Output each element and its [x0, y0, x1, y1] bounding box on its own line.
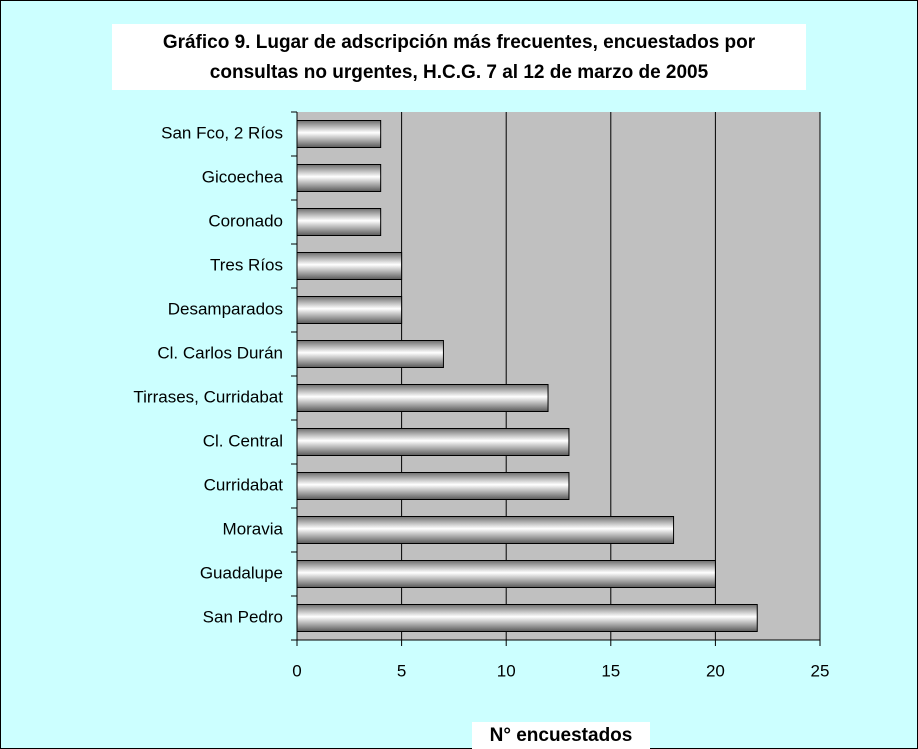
x-label-box: [472, 722, 650, 749]
x-tick-label: 5: [397, 661, 406, 680]
bar: [296, 472, 570, 500]
bar: [296, 208, 382, 236]
bar: [296, 340, 444, 368]
y-tick-label: Coronado: [208, 211, 283, 230]
bar: [296, 428, 570, 456]
y-tick-label: San Fco, 2 Ríos: [161, 123, 283, 142]
bar: [296, 296, 403, 324]
y-tick-label: Moravia: [223, 519, 284, 538]
y-tick-label: Gicoechea: [202, 167, 284, 186]
plot-area: [297, 112, 820, 640]
x-axis-label: N° encuestados: [490, 725, 633, 746]
bar: [296, 384, 549, 412]
x-tick-label: 20: [706, 661, 725, 680]
y-tick-label: Tirrases, Curridabat: [133, 387, 283, 406]
x-tick-label: 10: [497, 661, 516, 680]
bar: [296, 516, 675, 544]
chart-title: Gráfico 9. Lugar de adscripción más frec…: [163, 32, 756, 53]
bar: [296, 120, 382, 148]
bar: [296, 252, 403, 280]
x-tick-label: 15: [601, 661, 620, 680]
y-tick-label: San Pedro: [203, 607, 283, 626]
chart-title: consultas no urgentes, H.C.G. 7 al 12 de…: [210, 62, 709, 83]
bar: [296, 560, 716, 588]
bar: [296, 164, 382, 192]
y-tick-label: Cl. Carlos Durán: [157, 343, 283, 362]
y-tick-label: Desamparados: [168, 299, 283, 318]
y-tick-label: Curridabat: [204, 475, 284, 494]
bar: [296, 604, 758, 632]
y-tick-label: Cl. Central: [203, 431, 283, 450]
x-tick-label: 0: [292, 661, 301, 680]
y-tick-label: Guadalupe: [200, 563, 283, 582]
y-tick-label: Tres Ríos: [210, 255, 283, 274]
title-box: [112, 24, 806, 90]
x-tick-label: 25: [811, 661, 830, 680]
